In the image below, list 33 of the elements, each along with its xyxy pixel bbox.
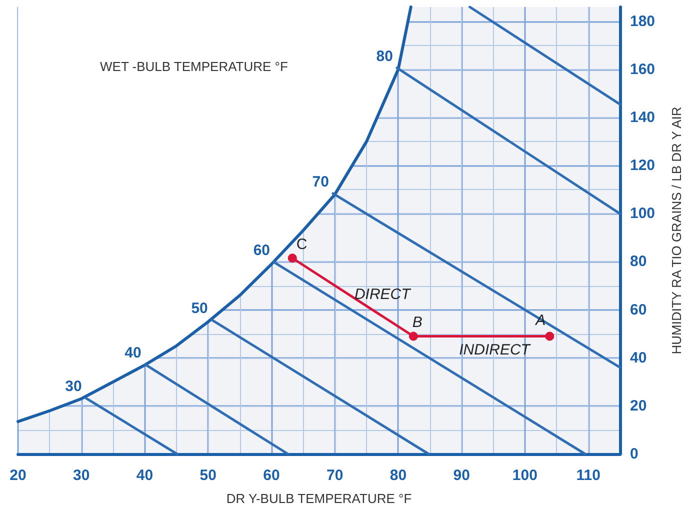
y-tick-label: 120 [630,157,656,174]
annotation: INDIRECT [459,342,532,359]
annotation: C [296,236,308,254]
annotation: DIRECT [354,286,412,303]
annotation: 50 [191,300,208,317]
annotation: 80 [376,48,393,65]
x-tick-label: 40 [136,467,154,484]
x-axis-title: DR Y-BULB TEMPERATURE °F [226,491,412,506]
x-tick-label: 60 [263,467,280,484]
annotation: WET -BULB TEMPERATURE °F [100,59,288,74]
y-tick-label: 0 [630,446,638,462]
y-tick-label: 80 [630,253,647,270]
x-tick-label: 100 [512,467,538,484]
y-tick-label: 20 [630,397,647,414]
y-tick-label: 100 [630,205,656,222]
y-axis-title: HUMIDITY RA TIO GRAINS / LB DR Y AIR [669,106,684,354]
y-tick-label: 180 [630,12,656,30]
x-tick-label: 50 [200,467,216,484]
annotation: 30 [65,378,82,396]
y-tick-label: 40 [630,349,647,366]
x-tick-label: 90 [453,467,470,484]
annotation: 40 [124,344,142,362]
x-tick-label: 70 [326,467,344,484]
y-tick-label: 160 [630,60,656,78]
x-tick-label: 30 [73,467,90,484]
x-tick-label: 20 [10,467,26,484]
annotation: 60 [253,242,270,260]
y-tick-label: 60 [630,301,647,318]
y-tick-label: 140 [630,109,656,126]
annotation: 70 [312,173,329,190]
x-tick-label: 110 [576,467,600,484]
x-tick-label: 80 [390,467,407,484]
annotation: B [412,314,422,332]
